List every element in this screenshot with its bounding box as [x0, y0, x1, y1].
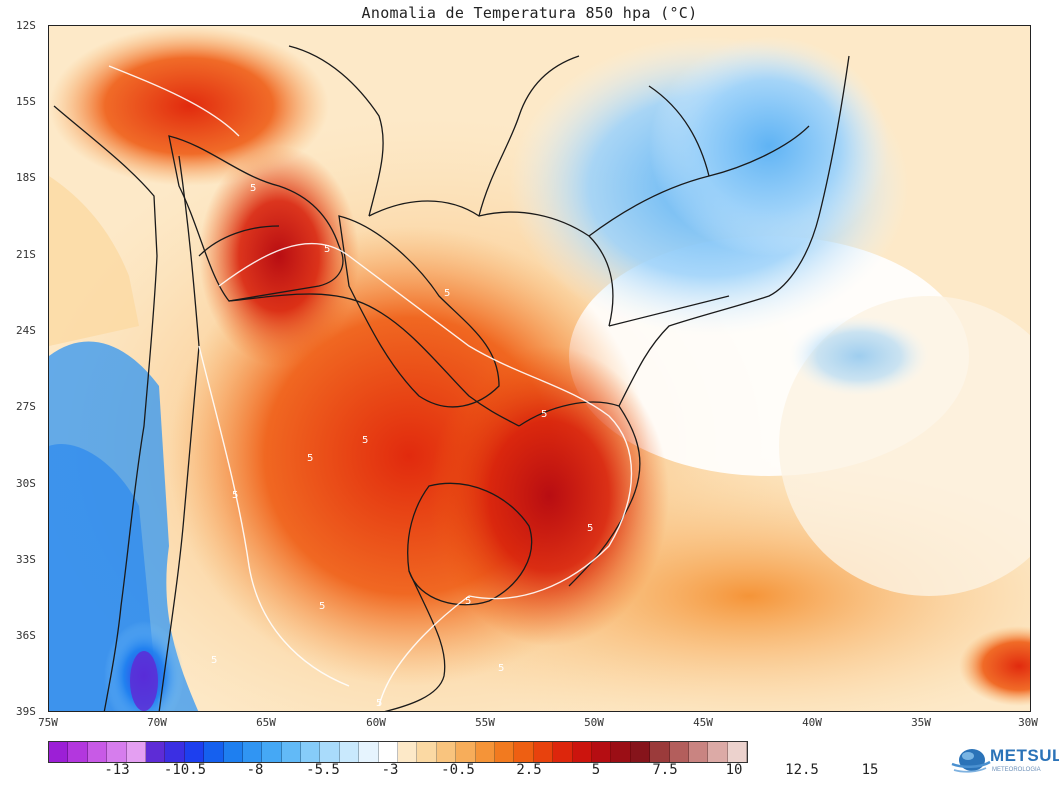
- lon-label: 60W: [366, 716, 386, 729]
- colorbar-swatch: [494, 742, 515, 762]
- colorbar-tick-label: -3: [381, 762, 399, 778]
- colorbar-swatch: [475, 742, 495, 762]
- lat-label: 21S: [16, 248, 36, 261]
- colorbar-swatch: [630, 742, 651, 762]
- contour-label: 5: [541, 409, 547, 420]
- lat-label: 30S: [16, 477, 36, 490]
- colorbar-tick-label: -0.5: [441, 762, 475, 778]
- lon-label: 70W: [147, 716, 167, 729]
- hot-core-bolivia: [199, 146, 359, 366]
- metsul-logo: [951, 749, 991, 773]
- contour-label: 5: [465, 596, 471, 607]
- contour-label: 5: [587, 523, 593, 534]
- colorbar-swatch: [165, 742, 185, 762]
- colorbar-swatch: [359, 742, 379, 762]
- colorbar-swatch: [727, 742, 748, 762]
- colorbar-swatch: [262, 742, 282, 762]
- colorbar-tick-label: 12.5: [785, 762, 819, 778]
- isotherm-5: [108, 65, 633, 707]
- colorbar-tick-label: 10: [725, 762, 743, 778]
- lon-label: 40W: [802, 716, 822, 729]
- warm-patch-atlantic: [959, 626, 1030, 706]
- lat-label: 39S: [16, 705, 36, 718]
- very-cold-core: [130, 651, 158, 711]
- colorbar-swatch: [223, 742, 243, 762]
- lat-label: 36S: [16, 629, 36, 642]
- colorbar-tick-label: 15: [861, 762, 879, 778]
- colorbar-tick-label: 2.5: [516, 762, 542, 778]
- lat-label: 24S: [16, 324, 36, 337]
- cool-patch-ocean: [789, 316, 929, 396]
- colorbar-swatch: [591, 742, 612, 762]
- colorbar-swatch: [436, 742, 457, 762]
- cool-anomaly-core: [649, 36, 889, 256]
- logo-text: METSUL: [990, 746, 1059, 765]
- contour-label: 5: [319, 601, 325, 612]
- lon-label: 65W: [256, 716, 276, 729]
- color-scale-bar: [48, 741, 749, 763]
- colorbar-swatch: [68, 742, 88, 762]
- colorbar-tick-label: -10.5: [163, 762, 207, 778]
- colorbar-swatch: [49, 742, 69, 762]
- country-borders: [53, 45, 850, 711]
- colorbar-swatch: [417, 742, 437, 762]
- contour-label: 5: [211, 655, 217, 666]
- colorbar-tick-label: -5.5: [306, 762, 340, 778]
- colorbar-swatch: [320, 742, 340, 762]
- colorbar-swatch: [301, 742, 321, 762]
- colorbar-tick-label: 5: [591, 762, 601, 778]
- colorbar-swatch: [650, 742, 670, 762]
- colorbar-swatch: [553, 742, 573, 762]
- warm-core-peru: [49, 26, 329, 186]
- lon-label: 50W: [584, 716, 604, 729]
- colorbar-tick-label: -13: [104, 762, 130, 778]
- colorbar-swatch: [281, 742, 302, 762]
- contour-label: 5: [307, 453, 313, 464]
- map-title: Anomalia de Temperatura 850 hpa (°C): [361, 4, 698, 22]
- colorbar-swatch: [339, 742, 360, 762]
- contour-label: 5: [498, 663, 504, 674]
- colorbar-tick-label: 7.5: [652, 762, 678, 778]
- contour-label: 5: [250, 183, 256, 194]
- lon-label: 75W: [38, 716, 58, 729]
- lon-label: 35W: [911, 716, 931, 729]
- lon-label: 30W: [1018, 716, 1038, 729]
- temperature-anomaly-map: 5 5 5 5 5 5 5 5 5 5 5 5 5: [48, 25, 1031, 712]
- contour-label: 5: [376, 698, 382, 709]
- colorbar-swatch: [533, 742, 554, 762]
- colorbar-tick-label: -8: [246, 762, 264, 778]
- lat-label: 27S: [16, 400, 36, 413]
- contour-label: 5: [324, 244, 330, 255]
- colorbar-swatch: [184, 742, 205, 762]
- colorbar-swatch: [126, 742, 146, 762]
- colorbar-swatch: [572, 742, 592, 762]
- colorbar-swatch: [87, 742, 108, 762]
- lat-label: 15S: [16, 95, 36, 108]
- colorbar-swatch: [145, 742, 166, 762]
- colorbar-swatch: [456, 742, 476, 762]
- colorbar-swatch: [107, 742, 127, 762]
- logo-subtext: METEOROLOGIA: [992, 767, 1041, 773]
- lat-label: 18S: [16, 171, 36, 184]
- colorbar-swatch: [708, 742, 728, 762]
- hot-core-rs: [429, 346, 669, 646]
- colorbar-swatch: [688, 742, 709, 762]
- colorbar-swatch: [378, 742, 399, 762]
- contour-labels: 5 5 5 5 5 5 5 5 5 5 5 5 5: [211, 183, 593, 709]
- colorbar-swatch: [242, 742, 263, 762]
- contour-label: 5: [444, 288, 450, 299]
- colorbar-swatch: [669, 742, 689, 762]
- colorbar-swatch: [204, 742, 224, 762]
- pacific-warm-strip: [49, 176, 139, 346]
- lat-label: 33S: [16, 553, 36, 566]
- contour-label: 5: [232, 490, 238, 501]
- colorbar-swatch: [398, 742, 418, 762]
- contour-label: 5: [362, 435, 368, 446]
- colorbar-swatch: [514, 742, 534, 762]
- lat-label: 12S: [16, 19, 36, 32]
- colorbar-swatch: [611, 742, 631, 762]
- lon-label: 55W: [475, 716, 495, 729]
- lon-label: 45W: [693, 716, 713, 729]
